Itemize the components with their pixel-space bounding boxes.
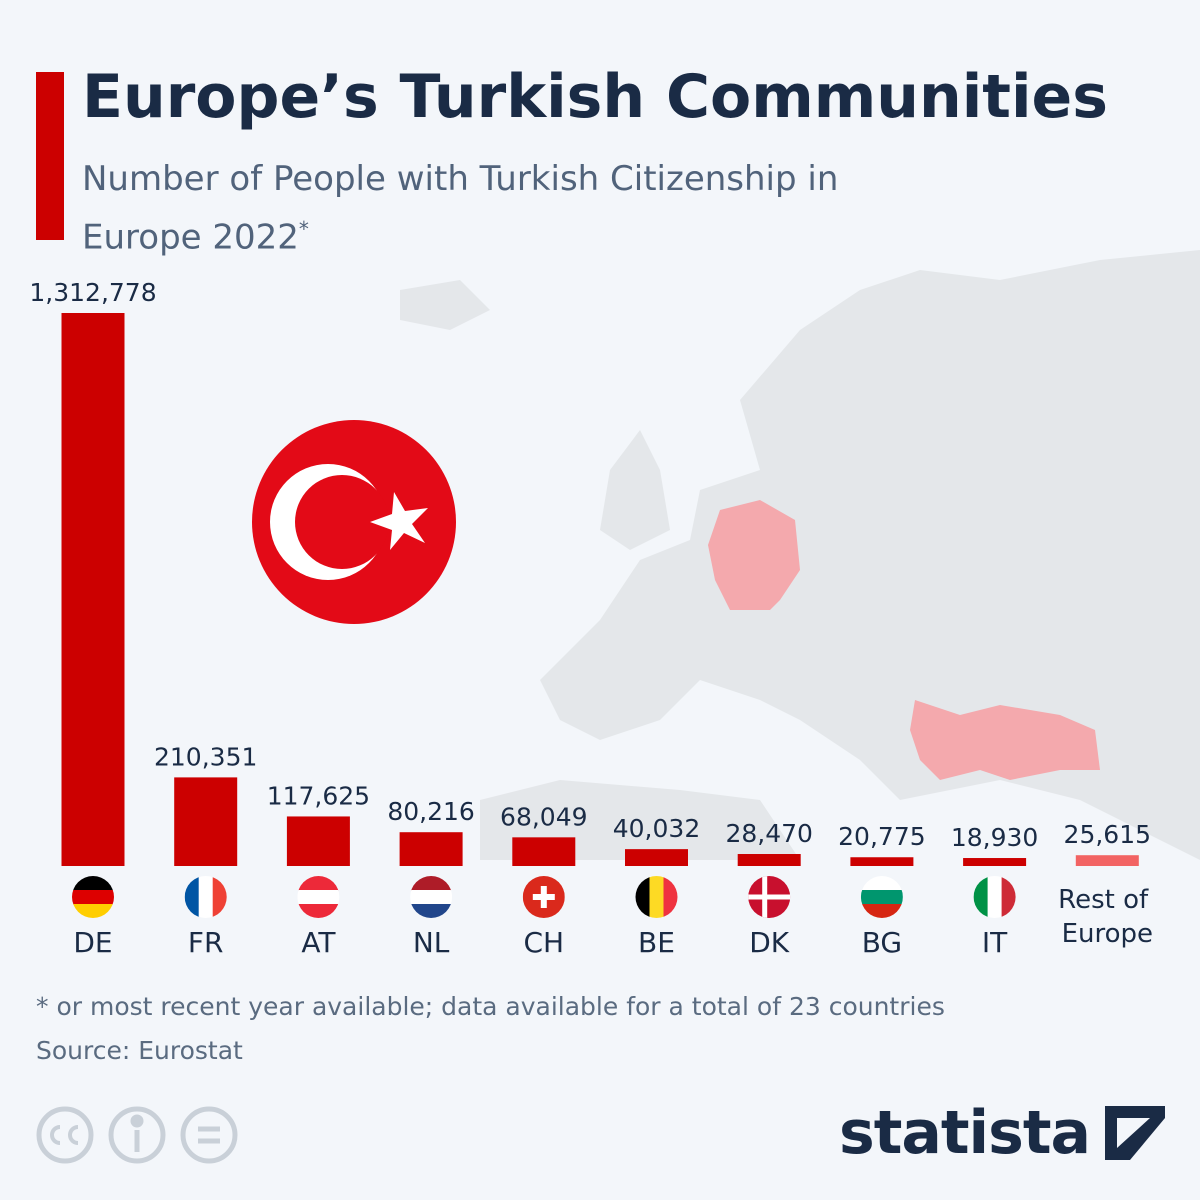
- license-icons: [36, 1106, 238, 1164]
- category-label: IT: [982, 926, 1008, 959]
- category-label: DK: [749, 926, 790, 959]
- flag-stripe: [72, 904, 114, 918]
- flag-stripe: [410, 876, 453, 891]
- category-label: AT: [301, 926, 336, 959]
- flag-stripe: [212, 876, 227, 918]
- flag: [860, 876, 903, 918]
- flag: [973, 876, 1016, 918]
- title: Europe’s Turkish Communities: [82, 62, 1108, 132]
- turkey-highlight: [910, 700, 1100, 780]
- value-label: 20,775: [838, 822, 925, 851]
- flag: [522, 876, 565, 918]
- bar: [174, 777, 238, 866]
- bar: [399, 832, 463, 866]
- category-label: NL: [413, 926, 450, 959]
- flag: [72, 876, 114, 918]
- category-label: Rest of Europe: [1058, 885, 1156, 949]
- flag: [184, 876, 227, 918]
- flag: [410, 876, 453, 918]
- flag-stripe: [297, 876, 340, 891]
- flag-stripe: [635, 876, 650, 918]
- source: Source: Eurostat: [36, 1036, 243, 1065]
- category-label: CH: [523, 926, 564, 959]
- category-label: BG: [862, 926, 902, 959]
- flag-stripe: [72, 890, 114, 905]
- category-label: DE: [73, 926, 112, 959]
- subtitle-text: Number of People with Turkish Citizenshi…: [82, 159, 839, 258]
- bar: [61, 313, 125, 866]
- value-label: 28,470: [725, 819, 812, 848]
- brand-logo: [1105, 1106, 1165, 1160]
- value-label: 117,625: [267, 781, 370, 810]
- flag-stripe: [410, 904, 453, 918]
- flag-stripe: [860, 876, 903, 891]
- flag-stripe: [297, 904, 340, 918]
- value-label: 40,032: [613, 814, 700, 843]
- value-label: 68,049: [500, 802, 587, 831]
- bar: [512, 837, 576, 866]
- flag-stripe: [860, 904, 903, 918]
- bar: [1075, 855, 1139, 866]
- bar: [625, 849, 688, 866]
- label-line: Europe: [1062, 919, 1153, 949]
- bar: [963, 858, 1027, 866]
- flag-cross: [532, 894, 555, 900]
- value-label: 25,615: [1064, 820, 1151, 849]
- value-label: 18,930: [951, 823, 1038, 852]
- category-label: BE: [638, 926, 675, 959]
- turkish-flag: [252, 420, 456, 624]
- subtitle: Number of People with Turkish Citizenshi…: [82, 154, 882, 262]
- value-label: 210,351: [154, 742, 257, 771]
- flag-stripe: [1001, 876, 1016, 918]
- flag: [297, 876, 340, 918]
- flag-stripe: [663, 876, 678, 918]
- flag-stripe: [72, 876, 114, 891]
- category-label: FR: [188, 926, 224, 959]
- flag-stripe: [860, 890, 903, 905]
- flag-cross: [748, 894, 791, 900]
- label-line: Rest of: [1058, 885, 1156, 915]
- flag-stripe: [198, 876, 214, 918]
- flag: [635, 876, 678, 918]
- flag-stripe: [649, 876, 664, 918]
- flag: [748, 876, 791, 918]
- title-accent: [36, 72, 64, 240]
- bar: [286, 816, 350, 866]
- value-label: 1,312,778: [29, 278, 156, 307]
- flag-stripe: [973, 876, 989, 918]
- bar: [850, 857, 914, 866]
- bar: [737, 854, 801, 866]
- flag-stripe: [987, 876, 1003, 918]
- subtitle-note: *: [298, 217, 309, 241]
- germany-highlight: [708, 500, 800, 610]
- flag-stripe: [297, 890, 340, 905]
- brand: statista: [838, 1098, 1091, 1168]
- footnote: * or most recent year available; data av…: [36, 992, 945, 1021]
- value-label: 80,216: [387, 797, 474, 826]
- flag-stripe: [184, 876, 200, 918]
- flag-stripe: [410, 890, 453, 905]
